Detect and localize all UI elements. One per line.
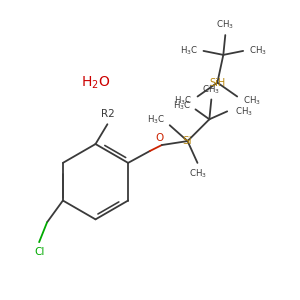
Text: H$_3$C: H$_3$C bbox=[179, 45, 198, 57]
Text: H$_2$O: H$_2$O bbox=[81, 74, 110, 91]
Text: R2: R2 bbox=[100, 109, 114, 119]
Text: H$_3$C: H$_3$C bbox=[147, 113, 165, 125]
Text: Si: Si bbox=[183, 136, 192, 146]
Text: CH$_3$: CH$_3$ bbox=[202, 83, 220, 96]
Text: SiH: SiH bbox=[209, 78, 226, 88]
Text: O: O bbox=[156, 133, 164, 143]
Text: CH$_3$: CH$_3$ bbox=[249, 45, 267, 57]
Text: H$_3$C: H$_3$C bbox=[172, 99, 191, 112]
Text: Cl: Cl bbox=[34, 247, 44, 257]
Text: CH$_3$: CH$_3$ bbox=[235, 105, 253, 118]
Text: CH$_3$: CH$_3$ bbox=[243, 94, 261, 107]
Text: H$_3$C: H$_3$C bbox=[174, 94, 192, 107]
Text: CH$_3$: CH$_3$ bbox=[216, 19, 234, 31]
Text: CH$_3$: CH$_3$ bbox=[188, 167, 206, 180]
